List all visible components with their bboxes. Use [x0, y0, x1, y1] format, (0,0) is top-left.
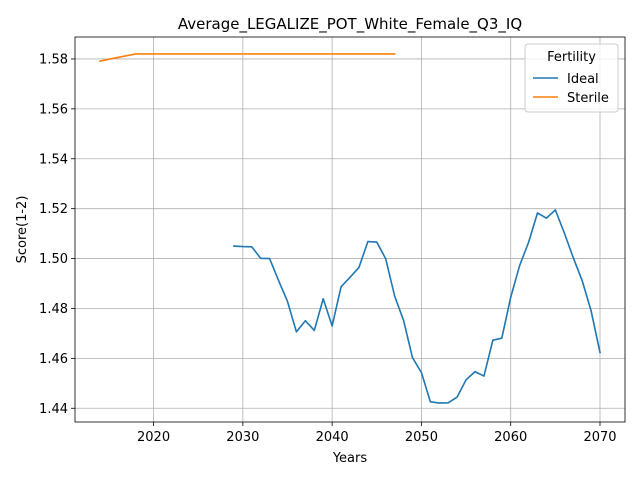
y-tick-label: 1.48: [39, 302, 68, 317]
chart-title: Average_LEGALIZE_POT_White_Female_Q3_IQ: [178, 15, 522, 34]
y-tick-label: 1.50: [39, 252, 68, 267]
x-axis: 2020 2030 2040 2050 2060 2070: [137, 422, 617, 445]
grid: [75, 37, 625, 422]
legend: Fertility Ideal Sterile: [524, 43, 619, 113]
legend-label-sterile: Sterile: [567, 91, 609, 106]
y-tick-label: 1.56: [39, 102, 68, 117]
y-tick-label: 1.52: [39, 202, 68, 217]
series-line-sterile: [99, 53, 396, 63]
plot-frame: [74, 36, 626, 423]
x-tick-label: 2070: [583, 430, 616, 445]
x-axis-label: Years: [332, 451, 368, 466]
x-tick-label: 2060: [494, 430, 527, 445]
legend-label-ideal: Ideal: [567, 72, 599, 87]
x-tick-label: 2020: [137, 430, 170, 445]
legend-title: Fertility: [547, 50, 596, 65]
y-tick-label: 1.54: [39, 152, 68, 167]
series-layer: [99, 53, 601, 404]
y-axis-label: Score(1-2): [15, 196, 30, 264]
y-axis: 1.44 1.46 1.48 1.50 1.52 1.54 1.56 1.58: [39, 52, 75, 417]
y-tick-label: 1.44: [39, 402, 68, 417]
x-tick-label: 2040: [316, 430, 349, 445]
x-tick-label: 2050: [405, 430, 438, 445]
legend-box: [524, 43, 619, 113]
y-tick-label: 1.46: [39, 352, 68, 367]
y-tick-label: 1.58: [39, 52, 68, 67]
x-tick-label: 2030: [226, 430, 259, 445]
series-line-ideal: [233, 209, 601, 404]
